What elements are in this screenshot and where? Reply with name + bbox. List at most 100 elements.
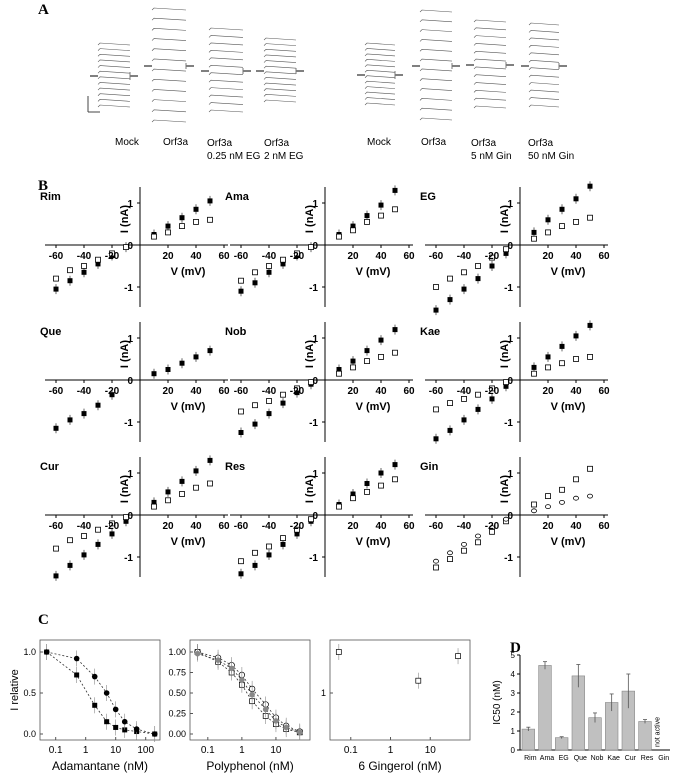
x-tick-label: -40 (77, 251, 92, 262)
data-point-filled (238, 430, 244, 435)
data-point-filled (433, 307, 439, 313)
iv-plot-title: Que (40, 326, 61, 338)
x-tick-label: -20 (485, 386, 500, 397)
current-trace (263, 37, 297, 41)
data-point-filled (67, 562, 73, 568)
y-tick-label: 1 (507, 199, 513, 210)
y-tick-label: 3 (511, 689, 516, 698)
data-point-open-circle (475, 533, 481, 539)
current-trace (97, 93, 131, 97)
data-point-filled (179, 360, 185, 366)
data-point-filled (95, 402, 101, 408)
data-point-open (545, 493, 551, 500)
data-point-filled (252, 280, 258, 286)
data-point-filled (193, 354, 199, 360)
current-trace (473, 90, 507, 93)
fit-curve (46, 651, 155, 735)
data-point-open (364, 358, 370, 365)
data-point-open (193, 484, 199, 491)
data-point (335, 649, 342, 655)
current-trace (263, 65, 297, 69)
y-tick-label: 0 (312, 376, 318, 387)
current-trace (364, 86, 396, 89)
data-point-open (179, 223, 185, 230)
data-point-open (350, 364, 356, 371)
data-point-open (336, 370, 342, 377)
data-point (239, 677, 245, 683)
trace-label-line1: Orf3a (421, 137, 447, 148)
current-trace (97, 87, 131, 91)
data-point (133, 726, 140, 732)
x-tick-label: 10 (110, 745, 122, 756)
data-point (74, 672, 80, 678)
x-tick-label: -20 (105, 521, 120, 532)
y-tick-label: -1 (124, 283, 133, 294)
data-point-open-circle (503, 516, 509, 522)
current-trace (97, 65, 131, 68)
current-trace-family (521, 22, 567, 108)
y-tick-label: 1.0 (23, 647, 36, 657)
data-point-open (81, 263, 87, 269)
data-point-filled (95, 261, 101, 267)
current-trace (473, 66, 507, 70)
data-point-filled (109, 531, 115, 537)
data-point-open (447, 400, 453, 407)
data-point-open (350, 495, 356, 502)
current-trace (97, 53, 131, 57)
trace-label-line2: 50 nM Gin (528, 151, 575, 162)
data-point-open (378, 353, 384, 360)
data-point-open (559, 486, 565, 493)
x-tick-label: -20 (290, 251, 305, 262)
current-trace (263, 94, 297, 97)
data-point-open (378, 482, 384, 489)
data-point-filled (461, 417, 467, 423)
data-point (273, 718, 279, 724)
panel-letter-c: C (38, 612, 49, 628)
data-point-filled (238, 571, 244, 577)
y-tick-label: -1 (504, 283, 513, 294)
y-tick-label: 0 (507, 511, 513, 522)
current-trace (528, 89, 560, 93)
data-point-filled (559, 206, 565, 212)
current-trace-family (144, 7, 194, 123)
x-tick-label: 40 (190, 386, 202, 397)
x-tick-label: 40 (570, 251, 582, 262)
current-trace (364, 80, 396, 84)
x-tick-label: 20 (542, 251, 554, 262)
x-tick-label: 40 (570, 386, 582, 397)
data-point (113, 724, 119, 730)
x-tick-label: -40 (457, 251, 472, 262)
data-point-filled (280, 400, 286, 406)
data-point-filled (475, 406, 481, 412)
y-tick-label: 0 (507, 376, 513, 387)
y-axis-label: IC50 (nM) (492, 680, 503, 724)
x-tick-label: 40 (375, 521, 387, 532)
current-trace (97, 99, 131, 102)
x-tick-label: 20 (162, 386, 174, 397)
current-trace (208, 42, 244, 46)
current-trace (419, 29, 453, 32)
data-point-filled (573, 196, 579, 202)
y-tick-label: 0 (127, 376, 133, 387)
data-point-open (109, 520, 115, 527)
data-point-filled (364, 213, 370, 219)
data-point-open (308, 516, 314, 523)
current-trace (263, 48, 297, 52)
current-trace-family (466, 19, 514, 109)
y-tick-label: 1 (127, 334, 133, 345)
data-point-filled (67, 278, 73, 284)
data-point (73, 655, 80, 662)
fit-curve (197, 653, 300, 733)
x-axis-label: Polyphenol (nM) (206, 759, 293, 773)
data-point (103, 690, 110, 696)
y-tick-label: 5 (511, 651, 516, 660)
data-point-filled (151, 371, 157, 377)
x-tick-label: -60 (234, 251, 249, 262)
x-tick-label: Rim (524, 755, 537, 762)
current-trace (208, 27, 244, 31)
y-tick-label: 1 (507, 334, 513, 345)
x-tick-label: -40 (77, 521, 92, 532)
x-tick-label: Nob (591, 755, 604, 762)
data-point (91, 673, 98, 680)
trace-label: Orf3a 2 nM EG (264, 137, 303, 163)
